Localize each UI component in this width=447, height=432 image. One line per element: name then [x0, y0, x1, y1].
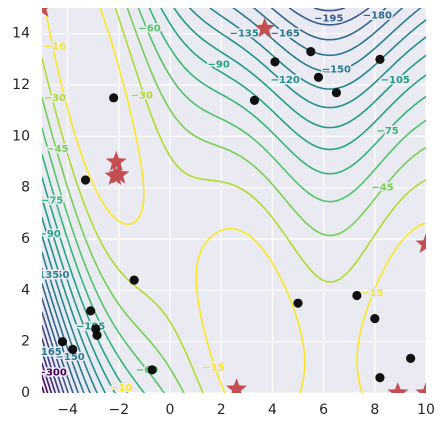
observation-point: [109, 93, 119, 103]
x-tick-label: 6: [319, 402, 328, 418]
contour-label: −90: [207, 59, 229, 70]
contour-label: −180: [363, 11, 392, 22]
contour-label: −165: [271, 29, 300, 40]
x-tick-label: 4: [268, 402, 277, 418]
contour-label: −45: [46, 144, 68, 155]
y-tick-label: 14: [12, 26, 30, 42]
contour-line: [42, 374, 49, 393]
observation-point: [313, 72, 324, 82]
observation-point: [57, 337, 68, 347]
markers: [42, 8, 426, 393]
star-marker: [415, 382, 426, 393]
contour-line: [44, 8, 426, 393]
x-tick-label: −2: [108, 402, 129, 418]
contour-label: −150: [40, 270, 69, 281]
contour-lines: [42, 8, 426, 393]
contour-labels: −195 −180−165−135−150−120−90−105−75−60−45…: [30, 9, 411, 394]
observation-point: [293, 298, 303, 308]
star-marker: [254, 17, 276, 38]
contour-line: [42, 8, 426, 393]
y-tick-label: 6: [21, 231, 30, 247]
contour-label: −105: [381, 75, 410, 86]
contour-line: [42, 325, 65, 393]
observation-point: [68, 344, 78, 354]
star-marker: [226, 378, 247, 393]
x-tick-label: 8: [370, 402, 379, 418]
y-tick-label: 4: [21, 282, 30, 298]
star-marker: [415, 233, 426, 253]
contour-line: [42, 8, 346, 393]
y-tick-label: 10: [12, 128, 30, 144]
contour-line: [42, 350, 57, 393]
observation-point: [306, 47, 316, 57]
contour-label: −75: [41, 196, 63, 207]
star-marker: [104, 165, 126, 185]
contour-label: −165: [32, 347, 61, 358]
observation-point: [129, 275, 139, 285]
y-tick-label: 8: [21, 180, 30, 196]
observation-point: [270, 57, 280, 67]
contour-label: −16: [44, 42, 66, 53]
contour-line: [42, 362, 53, 393]
observation-point: [375, 373, 385, 383]
contour-label: −135: [230, 29, 259, 40]
contour-label: −90: [39, 229, 61, 240]
contour-line: [42, 8, 426, 393]
observation-point: [331, 88, 341, 98]
star-marker: [105, 151, 127, 171]
contour-label: −195: [314, 13, 343, 24]
contour-label: −30: [131, 90, 153, 101]
x-tick-label: 2: [217, 402, 226, 418]
contour-label: −30: [44, 93, 66, 104]
observation-point: [406, 353, 416, 363]
contour-label: −75: [376, 126, 398, 137]
x-axis: −4 −2 0 2 4 6 8 10: [57, 402, 435, 418]
contour-label: −15: [202, 362, 224, 373]
contour-label: −105: [76, 321, 105, 332]
observation-point: [249, 95, 260, 105]
x-tick-label: −4: [57, 402, 78, 418]
contour-line: [42, 338, 61, 393]
contour-label: −150: [322, 65, 351, 76]
contour-line: [42, 8, 426, 393]
y-axis: 0 2 4 6 8 10 12 14: [12, 26, 30, 401]
observation-point: [147, 365, 157, 375]
y-tick-label: 12: [12, 77, 30, 93]
star-marker: [42, 8, 49, 17]
contour-label: −15: [361, 288, 383, 299]
observation-point: [86, 306, 96, 316]
contour-line: [42, 386, 45, 393]
y-tick-label: 2: [21, 334, 30, 350]
x-tick-label: 0: [166, 402, 175, 418]
contour-label: −135: [30, 270, 59, 281]
star-marker: [387, 382, 409, 393]
observation-point: [370, 313, 380, 324]
contour-label: −10: [110, 383, 132, 394]
contour-line: [42, 8, 403, 393]
x-tick-label: 10: [417, 402, 435, 418]
contour-line: [42, 8, 370, 393]
contour-label: −120: [271, 75, 300, 86]
contour-label: −150: [56, 352, 85, 363]
contour-label: −60: [138, 24, 160, 35]
observation-point: [92, 330, 102, 340]
contour-line: [42, 8, 426, 393]
plot-area: −195 −180−165−135−150−120−90−105−75−60−45…: [30, 8, 427, 394]
contour-line: [42, 8, 426, 393]
y-tick-label: 0: [21, 385, 30, 401]
contour-label: −45: [371, 183, 393, 194]
contour-line: [42, 8, 426, 393]
observation-point: [375, 54, 385, 64]
observation-point: [80, 175, 91, 185]
observation-point: [352, 290, 362, 301]
contour-label: −300: [38, 367, 67, 378]
